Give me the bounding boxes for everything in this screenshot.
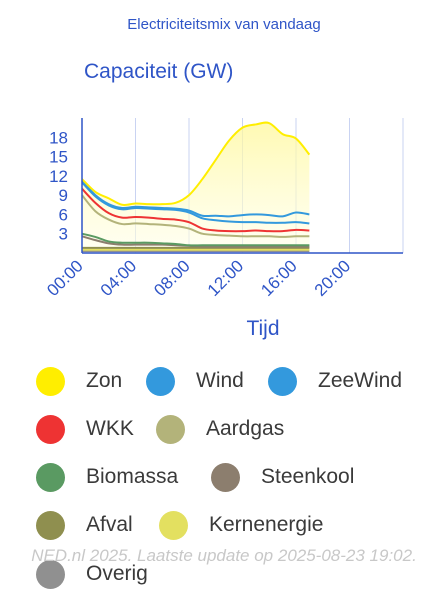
legend-item-biomassa: Biomassa <box>36 460 178 494</box>
series-line-zon <box>81 121 311 206</box>
legend-label-wind: Wind <box>196 369 244 392</box>
x-axis-label: Tijd <box>246 317 279 340</box>
y-tick-label: 9 <box>59 186 68 205</box>
legend-item-aardgas: Aardgas <box>156 412 284 446</box>
y-tick-label: 3 <box>59 225 68 244</box>
x-tick-label: 08:00 <box>150 256 194 300</box>
legend-item-afval: Afval <box>36 508 133 542</box>
series-line-wkk <box>81 188 310 233</box>
y-tick-label: 12 <box>49 167 68 186</box>
legend-swatch-wind <box>146 366 175 396</box>
legend-item-zeewind: ZeeWind <box>268 364 402 398</box>
legend-item-wind: Wind <box>146 364 244 398</box>
y-tick-label: 6 <box>59 205 68 224</box>
chart-title: Capaciteit (GW) <box>84 60 234 83</box>
legend-label-biomassa: Biomassa <box>86 465 179 488</box>
x-tick-label: 00:00 <box>43 256 87 300</box>
legend-swatch-kernenergie <box>159 510 188 540</box>
legend-swatch-zon <box>36 366 65 396</box>
series-line-zeewind <box>81 181 310 225</box>
legend-item-zon: Zon <box>36 364 122 398</box>
footer-note: NED.nl 2025. Laatste update op 2025-08-2… <box>31 546 417 565</box>
x-tick-label: 04:00 <box>97 256 141 300</box>
legend-item-kernenergie: Kernenergie <box>159 508 323 542</box>
legend-swatch-zeewind <box>268 366 297 396</box>
legend-label-wkk: WKK <box>86 417 134 440</box>
legend-label-aardgas: Aardgas <box>206 417 285 440</box>
x-tick-label: 20:00 <box>311 256 355 300</box>
legend-swatch-wkk <box>36 414 65 444</box>
legend-swatch-biomassa <box>36 462 65 492</box>
legend-item-steenkool: Steenkool <box>211 460 354 494</box>
legend-label-zeewind: ZeeWind <box>318 369 403 392</box>
axes <box>81 118 403 254</box>
legend-label-afval: Afval <box>86 513 133 536</box>
legend-label-steenkool: Steenkool <box>261 465 355 488</box>
legend-swatch-afval <box>36 510 65 540</box>
y-tick-label: 18 <box>49 128 68 147</box>
legend-item-wkk: WKK <box>36 412 134 446</box>
legend-label-zon: Zon <box>86 369 123 392</box>
series-line-biomassa <box>81 232 310 247</box>
y-tick-label: 15 <box>49 148 68 167</box>
series-lines <box>81 121 311 253</box>
legend-swatch-aardgas <box>156 414 185 444</box>
legend-label-kernenergie: Kernenergie <box>209 513 324 536</box>
series-line-aardgas <box>81 194 310 238</box>
x-tick-label: 12:00 <box>204 256 248 300</box>
page-header: Electriciteitsmix van vandaag <box>127 16 321 33</box>
x-tick-label: 16:00 <box>257 256 301 300</box>
series-line-wind <box>81 180 310 218</box>
legend-swatch-steenkool <box>211 462 240 492</box>
